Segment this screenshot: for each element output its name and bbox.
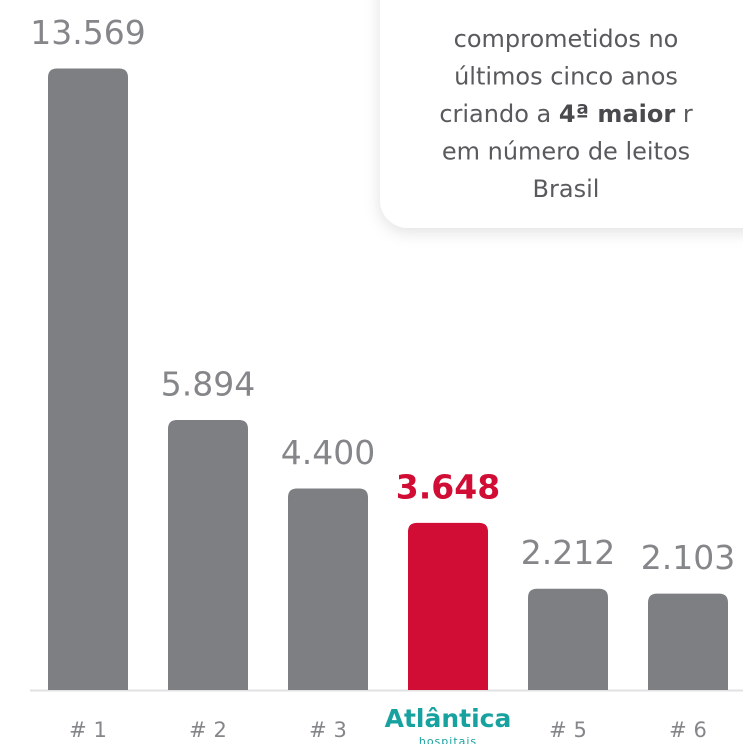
- x-tick-label: # 1: [69, 718, 107, 742]
- bar: [648, 593, 728, 690]
- bar: [408, 522, 488, 690]
- logo-text: Atlântica: [385, 704, 512, 733]
- bar: [288, 488, 368, 690]
- x-tick-label: # 6: [669, 718, 707, 742]
- card-text: Brasil: [533, 175, 600, 203]
- card-line: Brasil: [533, 175, 600, 203]
- value-label: 3.648: [396, 467, 500, 506]
- info-card: [380, 0, 743, 228]
- value-label: 13.569: [30, 13, 145, 52]
- value-label: 5.894: [161, 365, 255, 404]
- bar: [528, 588, 608, 690]
- bar: [48, 68, 128, 691]
- x-tick-label: # 5: [549, 718, 587, 742]
- card-line: comprometidos no: [454, 25, 679, 53]
- card-line: criando a 4ª maior r: [439, 100, 693, 128]
- logo-subtitle: hospitais: [419, 735, 477, 744]
- value-label: 2.103: [641, 538, 735, 577]
- card-line: em número de leitos: [442, 138, 690, 166]
- bar: [168, 420, 248, 690]
- x-tick-label: # 2: [189, 718, 227, 742]
- card-line: últimos cinco anos: [454, 63, 678, 91]
- value-label: 2.212: [521, 533, 615, 572]
- card-text: comprometidos no: [454, 25, 679, 53]
- card-text: r: [675, 100, 693, 128]
- card-text: em número de leitos: [442, 138, 690, 166]
- value-label: 4.400: [281, 433, 375, 472]
- card-text: criando a: [439, 100, 559, 128]
- card-text: 4ª maior: [559, 100, 676, 128]
- card-text: últimos cinco anos: [454, 63, 678, 91]
- x-tick-label: # 3: [309, 718, 347, 742]
